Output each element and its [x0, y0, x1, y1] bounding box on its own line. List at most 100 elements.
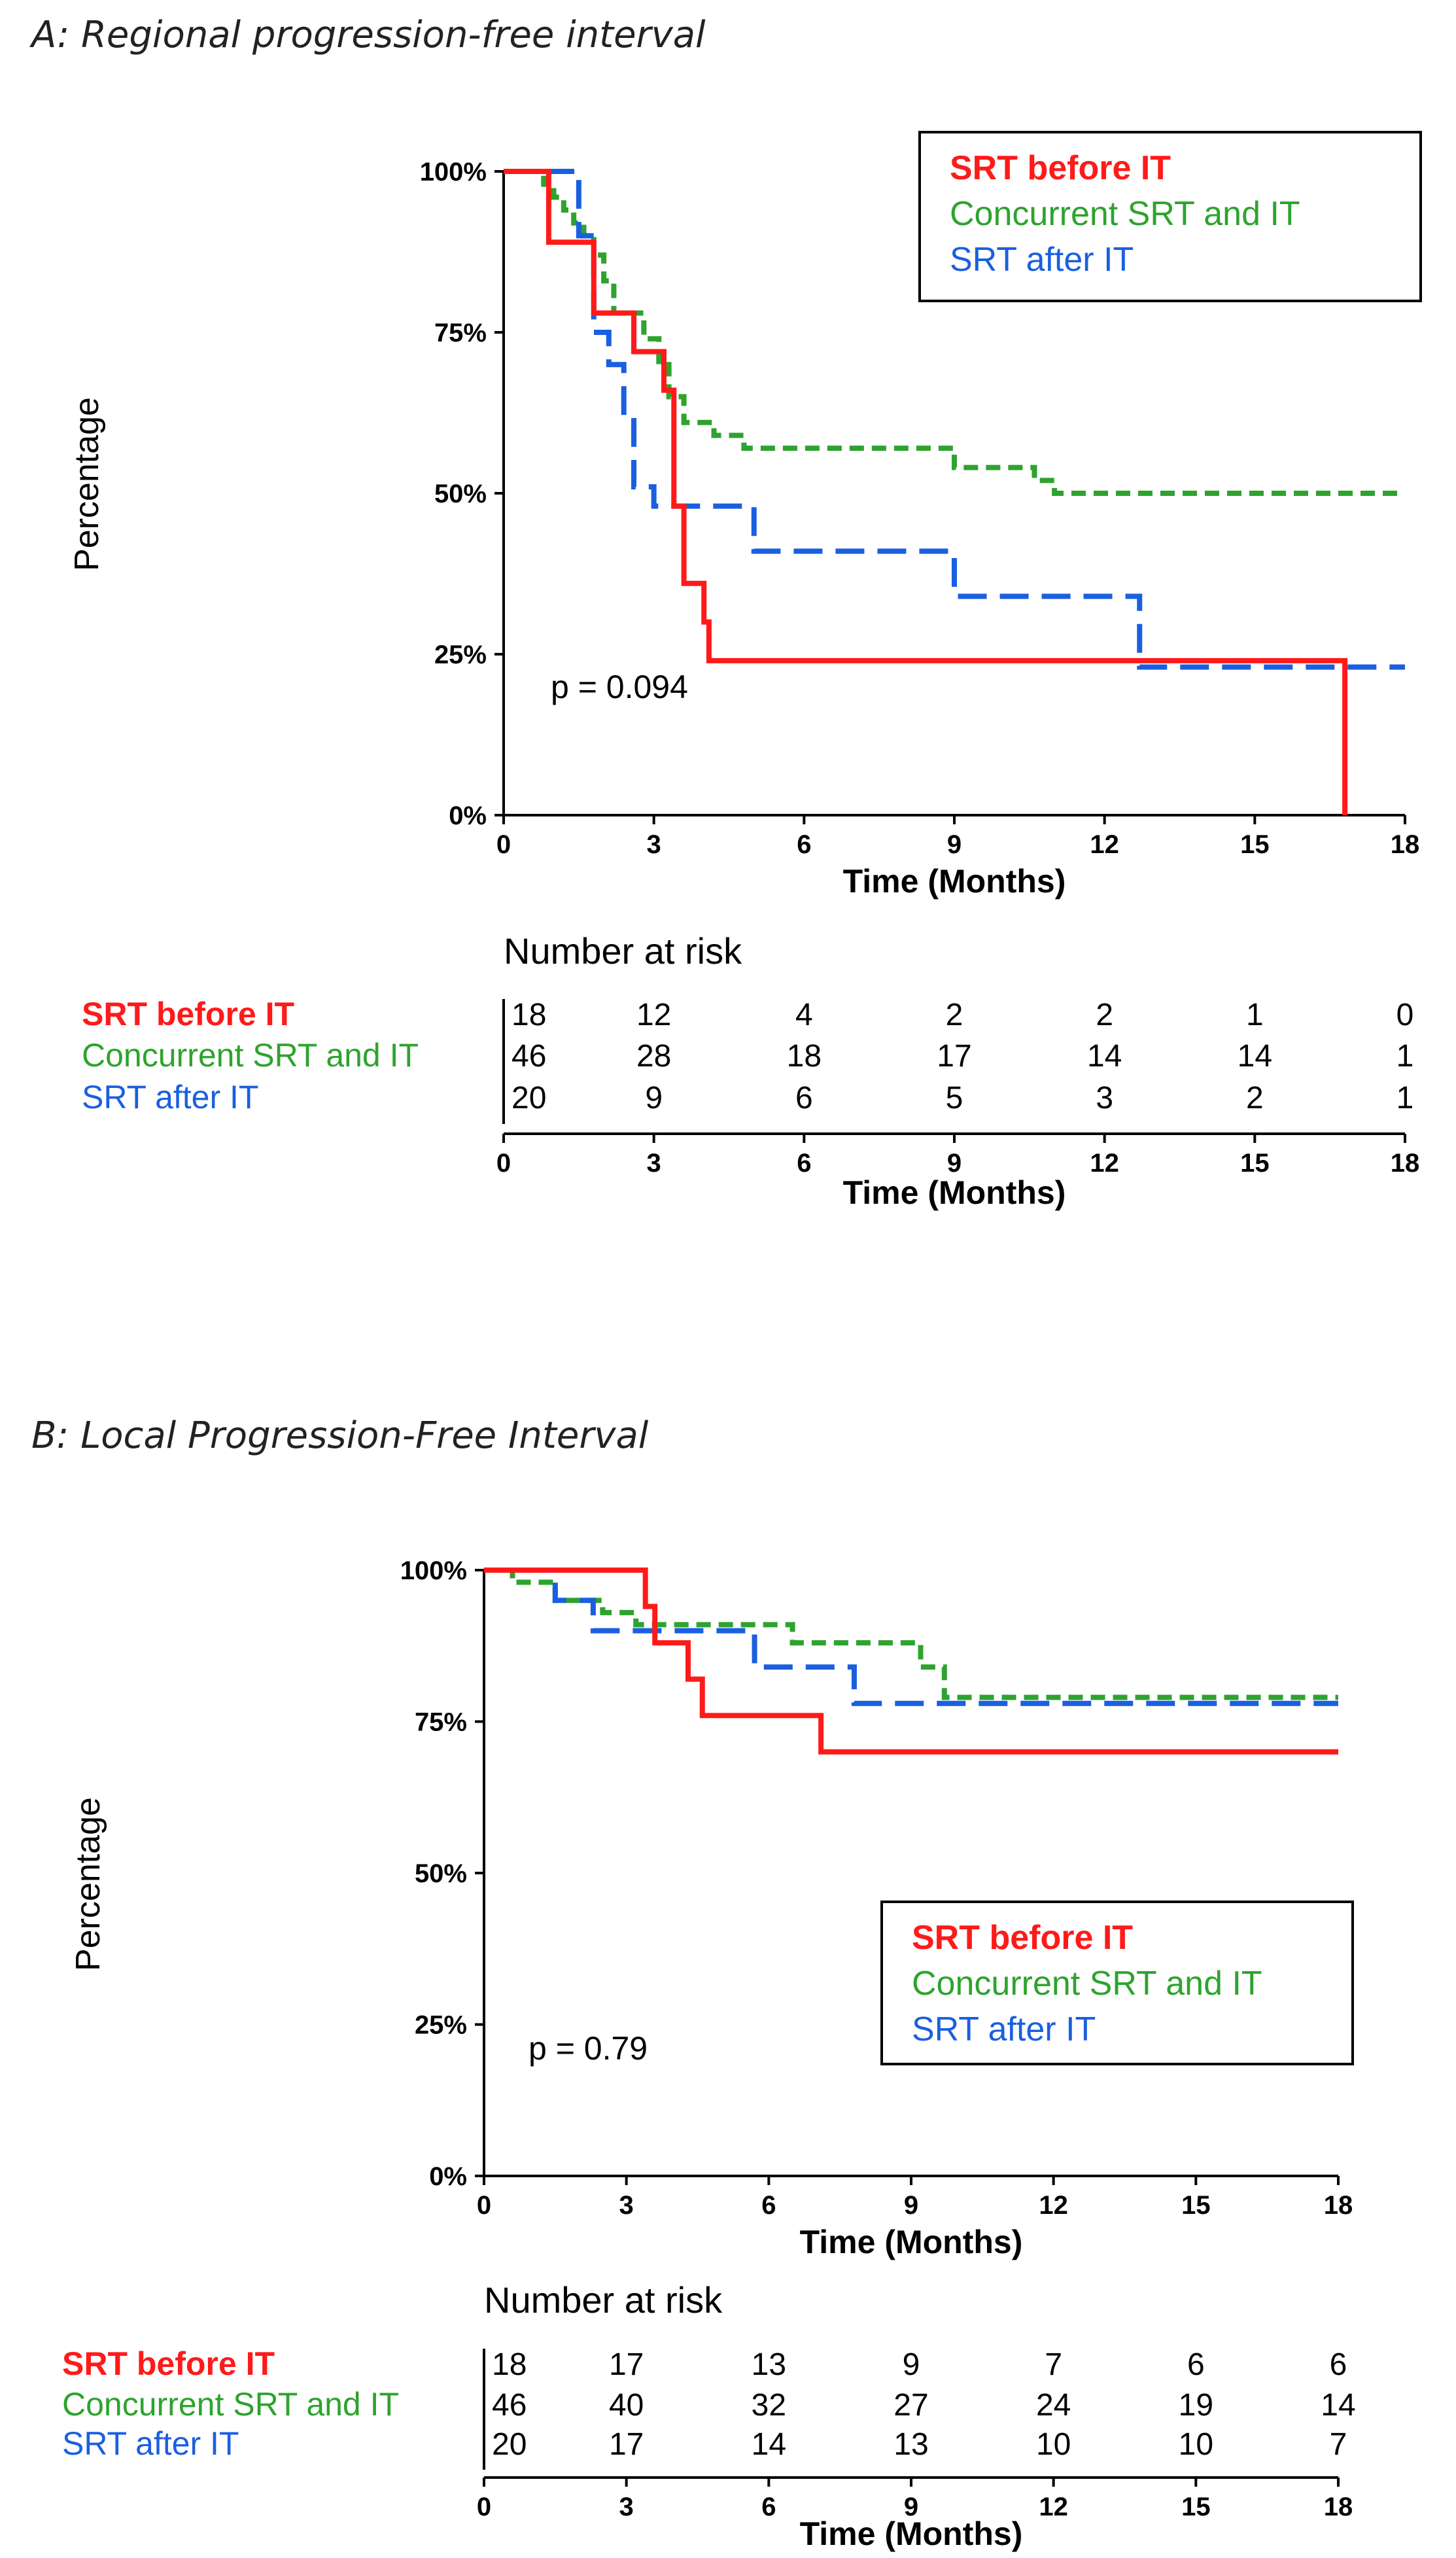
panel-title: A: Regional progression-free interval: [29, 14, 706, 56]
risk-value: 3: [1096, 1081, 1113, 1115]
risk-x-tick-label: 6: [761, 2493, 776, 2521]
risk-value: 20: [492, 2427, 527, 2462]
risk-x-tick-label: 3: [619, 2493, 634, 2521]
y-axis-label: Percentage: [69, 1797, 107, 1971]
risk-value: 19: [1179, 2388, 1213, 2423]
panel-a: A: Regional progression-free interval 0% 2…: [29, 14, 1422, 1211]
risk-value: 14: [1238, 1039, 1272, 1074]
x-tick-label: 0: [477, 2191, 491, 2220]
risk-value: 14: [1087, 1039, 1122, 1074]
risk-x-tick-label: 18: [1324, 2493, 1353, 2521]
x-tick-label: 9: [904, 2191, 918, 2220]
legend: SRT before IT Concurrent SRT and IT SRT af…: [918, 131, 1422, 302]
risk-value: 13: [752, 2347, 786, 2382]
risk-row-name: SRT after IT: [82, 1079, 258, 1115]
x-tick-label: 3: [619, 2191, 634, 2220]
x-axis-label: Time (Months): [800, 2224, 1023, 2260]
risk-value: 46: [492, 2388, 527, 2423]
risk-value: 10: [1036, 2427, 1071, 2462]
risk-value: 13: [893, 2427, 928, 2462]
risk-table-title: Number at risk: [484, 2279, 723, 2321]
risk-x-axis-label: Time (Months): [843, 1174, 1066, 1211]
series-line-concurrent-srt-and-it: [484, 1568, 1338, 1700]
risk-table-title: Number at risk: [504, 930, 742, 972]
x-tick-label: 15: [1181, 2191, 1211, 2220]
x-tick-label: 6: [797, 830, 811, 859]
risk-x-tick-label: 15: [1240, 1149, 1270, 1178]
risk-x-tick-label: 9: [904, 2493, 918, 2521]
y-tick-label: 0%: [449, 801, 487, 830]
x-tick-label: 3: [647, 830, 661, 859]
x-tick-label: 12: [1039, 2191, 1068, 2220]
risk-value: 1: [1396, 1081, 1414, 1115]
risk-value: 14: [752, 2427, 786, 2462]
y-tick-label: 100%: [400, 1556, 467, 1585]
risk-value: 5: [946, 1081, 963, 1115]
risk-x-tick-label: 12: [1090, 1149, 1119, 1178]
risk-value: 7: [1045, 2347, 1062, 2382]
legend-box: [918, 131, 1422, 302]
legend-entry: SRT before IT: [950, 149, 1171, 187]
x-tick-label: 0: [496, 830, 511, 859]
y-tick-label: 75%: [434, 319, 487, 347]
risk-value: 46: [511, 1039, 546, 1074]
legend-entry: Concurrent SRT and IT: [950, 195, 1300, 233]
risk-value: 6: [795, 1081, 813, 1115]
risk-value: 2: [946, 998, 963, 1032]
risk-value: 7: [1330, 2427, 1347, 2462]
risk-value: 40: [609, 2388, 644, 2423]
risk-x-tick-label: 3: [647, 1149, 661, 1178]
risk-value: 17: [609, 2427, 644, 2462]
series-line-srt-after-it: [484, 1568, 1338, 1706]
y-tick-label: 25%: [434, 640, 487, 669]
p-value-annotation: p = 0.79: [529, 2030, 648, 2067]
risk-x-tick-label: 9: [947, 1149, 962, 1178]
risk-value: 18: [492, 2347, 527, 2382]
legend-entry: Concurrent SRT and IT: [912, 1965, 1262, 2003]
x-tick-label: 18: [1391, 830, 1420, 859]
x-tick-label: 18: [1324, 2191, 1353, 2220]
x-axis-label: Time (Months): [843, 863, 1066, 900]
series-line-concurrent-srt-and-it: [504, 169, 1405, 496]
legend-entry: SRT after IT: [950, 241, 1134, 279]
x-tick-label: 15: [1240, 830, 1270, 859]
legend-entry: SRT before IT: [912, 1919, 1133, 1957]
risk-value: 12: [636, 998, 671, 1032]
y-tick-label: 50%: [434, 480, 487, 508]
risk-value: 0: [1396, 998, 1414, 1032]
risk-x-axis-label: Time (Months): [800, 2515, 1023, 2552]
y-tick-label: 25%: [415, 2011, 467, 2040]
risk-value: 20: [511, 1081, 546, 1115]
risk-value: 10: [1179, 2427, 1213, 2462]
risk-value: 17: [609, 2347, 644, 2382]
risk-value: 1: [1396, 1039, 1414, 1074]
risk-row-name: SRT before IT: [82, 996, 294, 1032]
y-tick-label: 100%: [420, 158, 487, 186]
risk-row-name: Concurrent SRT and IT: [62, 2386, 399, 2423]
x-tick-label: 9: [947, 830, 962, 859]
risk-x-tick-label: 0: [496, 1149, 511, 1178]
risk-row-name: Concurrent SRT and IT: [82, 1037, 419, 1074]
risk-x-tick-label: 12: [1039, 2493, 1068, 2521]
risk-value: 1: [1246, 998, 1264, 1032]
series-line-srt-before-it: [484, 1568, 1338, 1755]
risk-x-tick-label: 15: [1181, 2493, 1211, 2521]
risk-value: 9: [645, 1081, 663, 1115]
y-axis-label: Percentage: [68, 397, 106, 571]
y-tick-label: 50%: [415, 1859, 467, 1888]
risk-value: 9: [903, 2347, 920, 2382]
risk-value: 14: [1321, 2388, 1355, 2423]
risk-x-tick-label: 0: [477, 2493, 491, 2521]
p-value-annotation: p = 0.094: [551, 669, 688, 705]
x-tick-label: 12: [1090, 830, 1119, 859]
legend-box: [880, 1901, 1354, 2065]
risk-value: 32: [752, 2388, 786, 2423]
risk-value: 6: [1330, 2347, 1347, 2382]
x-tick-label: 6: [761, 2191, 776, 2220]
risk-row-name: SRT after IT: [62, 2425, 239, 2462]
panel-b: B: Local Progression-Free Interval 0% 25% 5…: [31, 1414, 1356, 2552]
panel-title: B: Local Progression-Free Interval: [31, 1414, 649, 1457]
risk-value: 24: [1036, 2388, 1071, 2423]
